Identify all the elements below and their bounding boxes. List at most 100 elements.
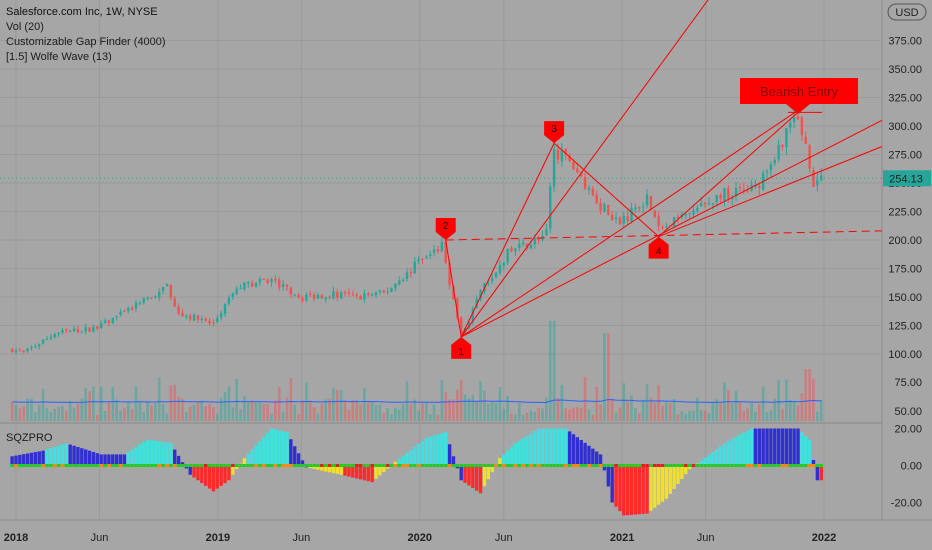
- volume-bar: [456, 389, 459, 421]
- sqz-dot: [192, 464, 196, 467]
- candle-body: [700, 202, 703, 207]
- sqz-dot: [184, 464, 189, 467]
- sqz-dot: [443, 464, 448, 467]
- sqz-dot: [378, 464, 382, 467]
- x-tick-label: 2021: [610, 532, 634, 544]
- sqz-dot: [203, 464, 208, 467]
- sqz-dot: [621, 464, 626, 467]
- candle-body: [14, 350, 18, 353]
- volume-bar: [730, 403, 734, 421]
- candle-body: [336, 291, 339, 298]
- candle-body: [676, 216, 680, 219]
- legend-gap-finder[interactable]: Customizable Gap Finder (4000): [6, 36, 166, 48]
- volume-bar: [138, 401, 142, 421]
- volume-bar: [390, 414, 393, 421]
- volume-bar: [517, 402, 521, 421]
- x-tick-label: Jun: [91, 532, 109, 544]
- sqz-bar: [397, 458, 401, 466]
- legend-volume[interactable]: Vol (20): [6, 21, 44, 33]
- candle-body: [618, 217, 622, 225]
- sqz-dot: [687, 464, 692, 467]
- sqz-dot: [649, 464, 653, 467]
- sqz-bar: [564, 428, 568, 466]
- sqz-bar: [378, 465, 382, 476]
- candle-body: [278, 279, 281, 288]
- sqz-dot: [157, 464, 162, 467]
- sqz-bar: [60, 444, 65, 466]
- chart-legend: Salesforce.com Inc, 1W, NYSE Vol (20) Cu…: [6, 5, 166, 65]
- volume-bar: [49, 412, 53, 421]
- volume-bar: [781, 408, 784, 421]
- volume-bar: [649, 397, 653, 421]
- candle-body: [200, 318, 204, 320]
- volume-bar: [336, 390, 339, 421]
- candle-body: [359, 295, 362, 300]
- volume-bar: [641, 399, 645, 421]
- candle-body: [425, 256, 428, 259]
- sqz-dot: [695, 464, 700, 467]
- sqz-bar: [761, 428, 765, 466]
- volume-bar: [351, 399, 355, 421]
- sqz-dot: [525, 464, 529, 467]
- volume-bar: [560, 384, 564, 421]
- candle-body: [103, 320, 107, 323]
- sqz-bar: [432, 435, 436, 466]
- sqz-bar: [505, 450, 510, 466]
- candle-body: [343, 292, 347, 294]
- sqz-bar: [41, 450, 45, 466]
- volume-bar: [788, 400, 792, 421]
- candle-body: [479, 290, 482, 300]
- volume-bar: [281, 411, 285, 421]
- candle-body: [696, 207, 699, 211]
- volume-bar: [448, 399, 451, 421]
- sqz-bar: [250, 449, 254, 466]
- sqz-dot: [629, 464, 634, 467]
- sqz-dot: [633, 464, 638, 467]
- candle-body: [820, 175, 823, 181]
- sqz-dot: [196, 464, 200, 467]
- volume-bar: [223, 392, 227, 421]
- candle-body: [591, 188, 595, 196]
- candle-body: [239, 288, 242, 290]
- candle-body: [661, 227, 664, 229]
- sqz-dot: [219, 464, 223, 467]
- sqz-dot: [76, 464, 80, 467]
- legend-wolfe-wave[interactable]: [1.5] Wolfe Wave (13): [6, 51, 112, 63]
- candle-body: [146, 298, 149, 300]
- volume-bar: [645, 384, 649, 421]
- sqz-bar: [296, 453, 301, 466]
- volume-bar: [293, 404, 297, 421]
- y-tick-label: 200.00: [888, 235, 922, 247]
- sqz-bar: [478, 465, 483, 494]
- volume-bar: [18, 408, 22, 421]
- volume-bar: [452, 399, 455, 421]
- candle-body: [370, 294, 374, 296]
- sqz-bar: [200, 465, 204, 484]
- volume-bar: [324, 399, 328, 421]
- y-tick-label: 125.00: [888, 321, 922, 333]
- volume-bar: [808, 369, 811, 421]
- time-axis[interactable]: 2018 Jun 2019 Jun 2020 Jun 2021 Jun 2022: [4, 532, 836, 544]
- candle-body: [401, 279, 405, 281]
- currency-button[interactable]: USD: [887, 3, 927, 21]
- volume-bar: [10, 401, 14, 421]
- candle-body: [107, 320, 111, 324]
- volume-bar: [634, 408, 637, 421]
- volume-bar: [622, 383, 626, 421]
- volume-pane: [10, 321, 823, 421]
- price-axis[interactable]: 100.00125.00150.00175.00200.00225.00250.…: [883, 3, 931, 510]
- candle-body: [773, 160, 776, 164]
- wave-channel-lower: [658, 146, 883, 238]
- sqz-bar: [552, 428, 556, 466]
- volume-bar: [99, 386, 103, 421]
- candle-body: [595, 194, 598, 204]
- sqz-dot: [691, 464, 696, 467]
- candle-body: [41, 339, 45, 344]
- sqz-dot: [320, 464, 324, 467]
- sqz-bar: [409, 449, 413, 466]
- volume-bar: [618, 407, 622, 421]
- sqz-bar: [788, 428, 792, 466]
- candle-body: [405, 272, 409, 280]
- candle-body: [521, 242, 525, 245]
- candle-body: [301, 298, 304, 301]
